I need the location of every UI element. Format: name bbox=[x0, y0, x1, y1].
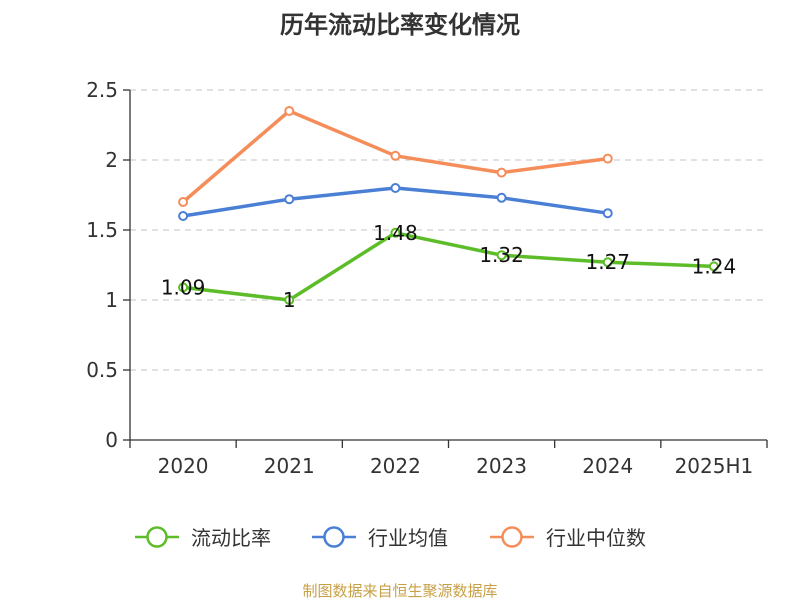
data-point[interactable] bbox=[602, 208, 613, 219]
legend-marker bbox=[323, 526, 345, 548]
x-tick-label: 2021 bbox=[264, 454, 315, 478]
data-point[interactable] bbox=[178, 211, 189, 221]
data-labels: 1.09 1 1.48 1.32 1.27 1.24 bbox=[161, 221, 736, 312]
data-point[interactable] bbox=[496, 167, 507, 178]
legend-marker bbox=[146, 526, 168, 548]
data-point[interactable] bbox=[178, 197, 189, 207]
x-tick-label: 2023 bbox=[476, 454, 527, 478]
data-point[interactable] bbox=[284, 106, 295, 116]
data-point[interactable] bbox=[496, 192, 507, 203]
x-tick-label: 2022 bbox=[370, 454, 421, 478]
legend[interactable]: 流动比率 行业均值 行业中位数 bbox=[135, 526, 646, 550]
data-label: 1.24 bbox=[692, 254, 737, 278]
y-tick-label: 2 bbox=[105, 148, 118, 172]
axes bbox=[123, 89, 768, 448]
series-line bbox=[182, 231, 714, 302]
data-label: 1.09 bbox=[161, 275, 206, 299]
data-point[interactable] bbox=[390, 227, 401, 238]
legend-marker bbox=[501, 526, 523, 548]
y-tick-label: 1.5 bbox=[86, 218, 118, 242]
series-0 bbox=[178, 227, 719, 305]
legend-label: 行业中位数 bbox=[546, 526, 646, 550]
data-label: 1.27 bbox=[585, 250, 630, 274]
legend-label: 流动比率 bbox=[191, 526, 271, 550]
data-point[interactable] bbox=[708, 261, 719, 272]
y-tick-label: 0 bbox=[105, 428, 118, 452]
x-tick-label: 2024 bbox=[582, 454, 633, 478]
data-point[interactable] bbox=[602, 257, 613, 268]
series-1 bbox=[178, 183, 613, 221]
legend-item[interactable]: 行业均值 bbox=[312, 526, 448, 550]
data-point[interactable] bbox=[602, 153, 613, 164]
data-point[interactable] bbox=[390, 183, 401, 193]
data-label: 1.48 bbox=[373, 221, 418, 245]
data-point[interactable] bbox=[178, 282, 189, 293]
data-label: 1.32 bbox=[479, 243, 524, 267]
y-tick-label: 1 bbox=[105, 288, 118, 312]
grid-lines bbox=[130, 89, 767, 371]
x-tick-label: 2025H1 bbox=[675, 454, 754, 478]
data-point[interactable] bbox=[284, 295, 295, 305]
data-point[interactable] bbox=[284, 194, 295, 205]
data-point[interactable] bbox=[390, 150, 401, 161]
data-label: 1 bbox=[283, 288, 296, 312]
legend-item[interactable]: 流动比率 bbox=[135, 526, 271, 550]
y-tick-label: 0.5 bbox=[86, 358, 118, 382]
x-tick-labels: 2020 2021 2022 2023 2024 2025H1 bbox=[158, 454, 754, 478]
y-tick-label: 2.5 bbox=[86, 78, 118, 102]
chart-title: 历年流动比率变化情况 bbox=[280, 11, 520, 39]
legend-item[interactable]: 行业中位数 bbox=[490, 526, 646, 550]
legend-label: 行业均值 bbox=[368, 526, 448, 550]
source-note: 制图数据来自恒生聚源数据库 bbox=[302, 582, 497, 600]
data-point[interactable] bbox=[496, 250, 507, 261]
x-tick-label: 2020 bbox=[158, 454, 209, 478]
series-lines bbox=[178, 106, 719, 305]
y-tick-labels: 0 0.5 1 1.5 2 2.5 bbox=[86, 78, 118, 452]
series-2 bbox=[178, 106, 613, 207]
